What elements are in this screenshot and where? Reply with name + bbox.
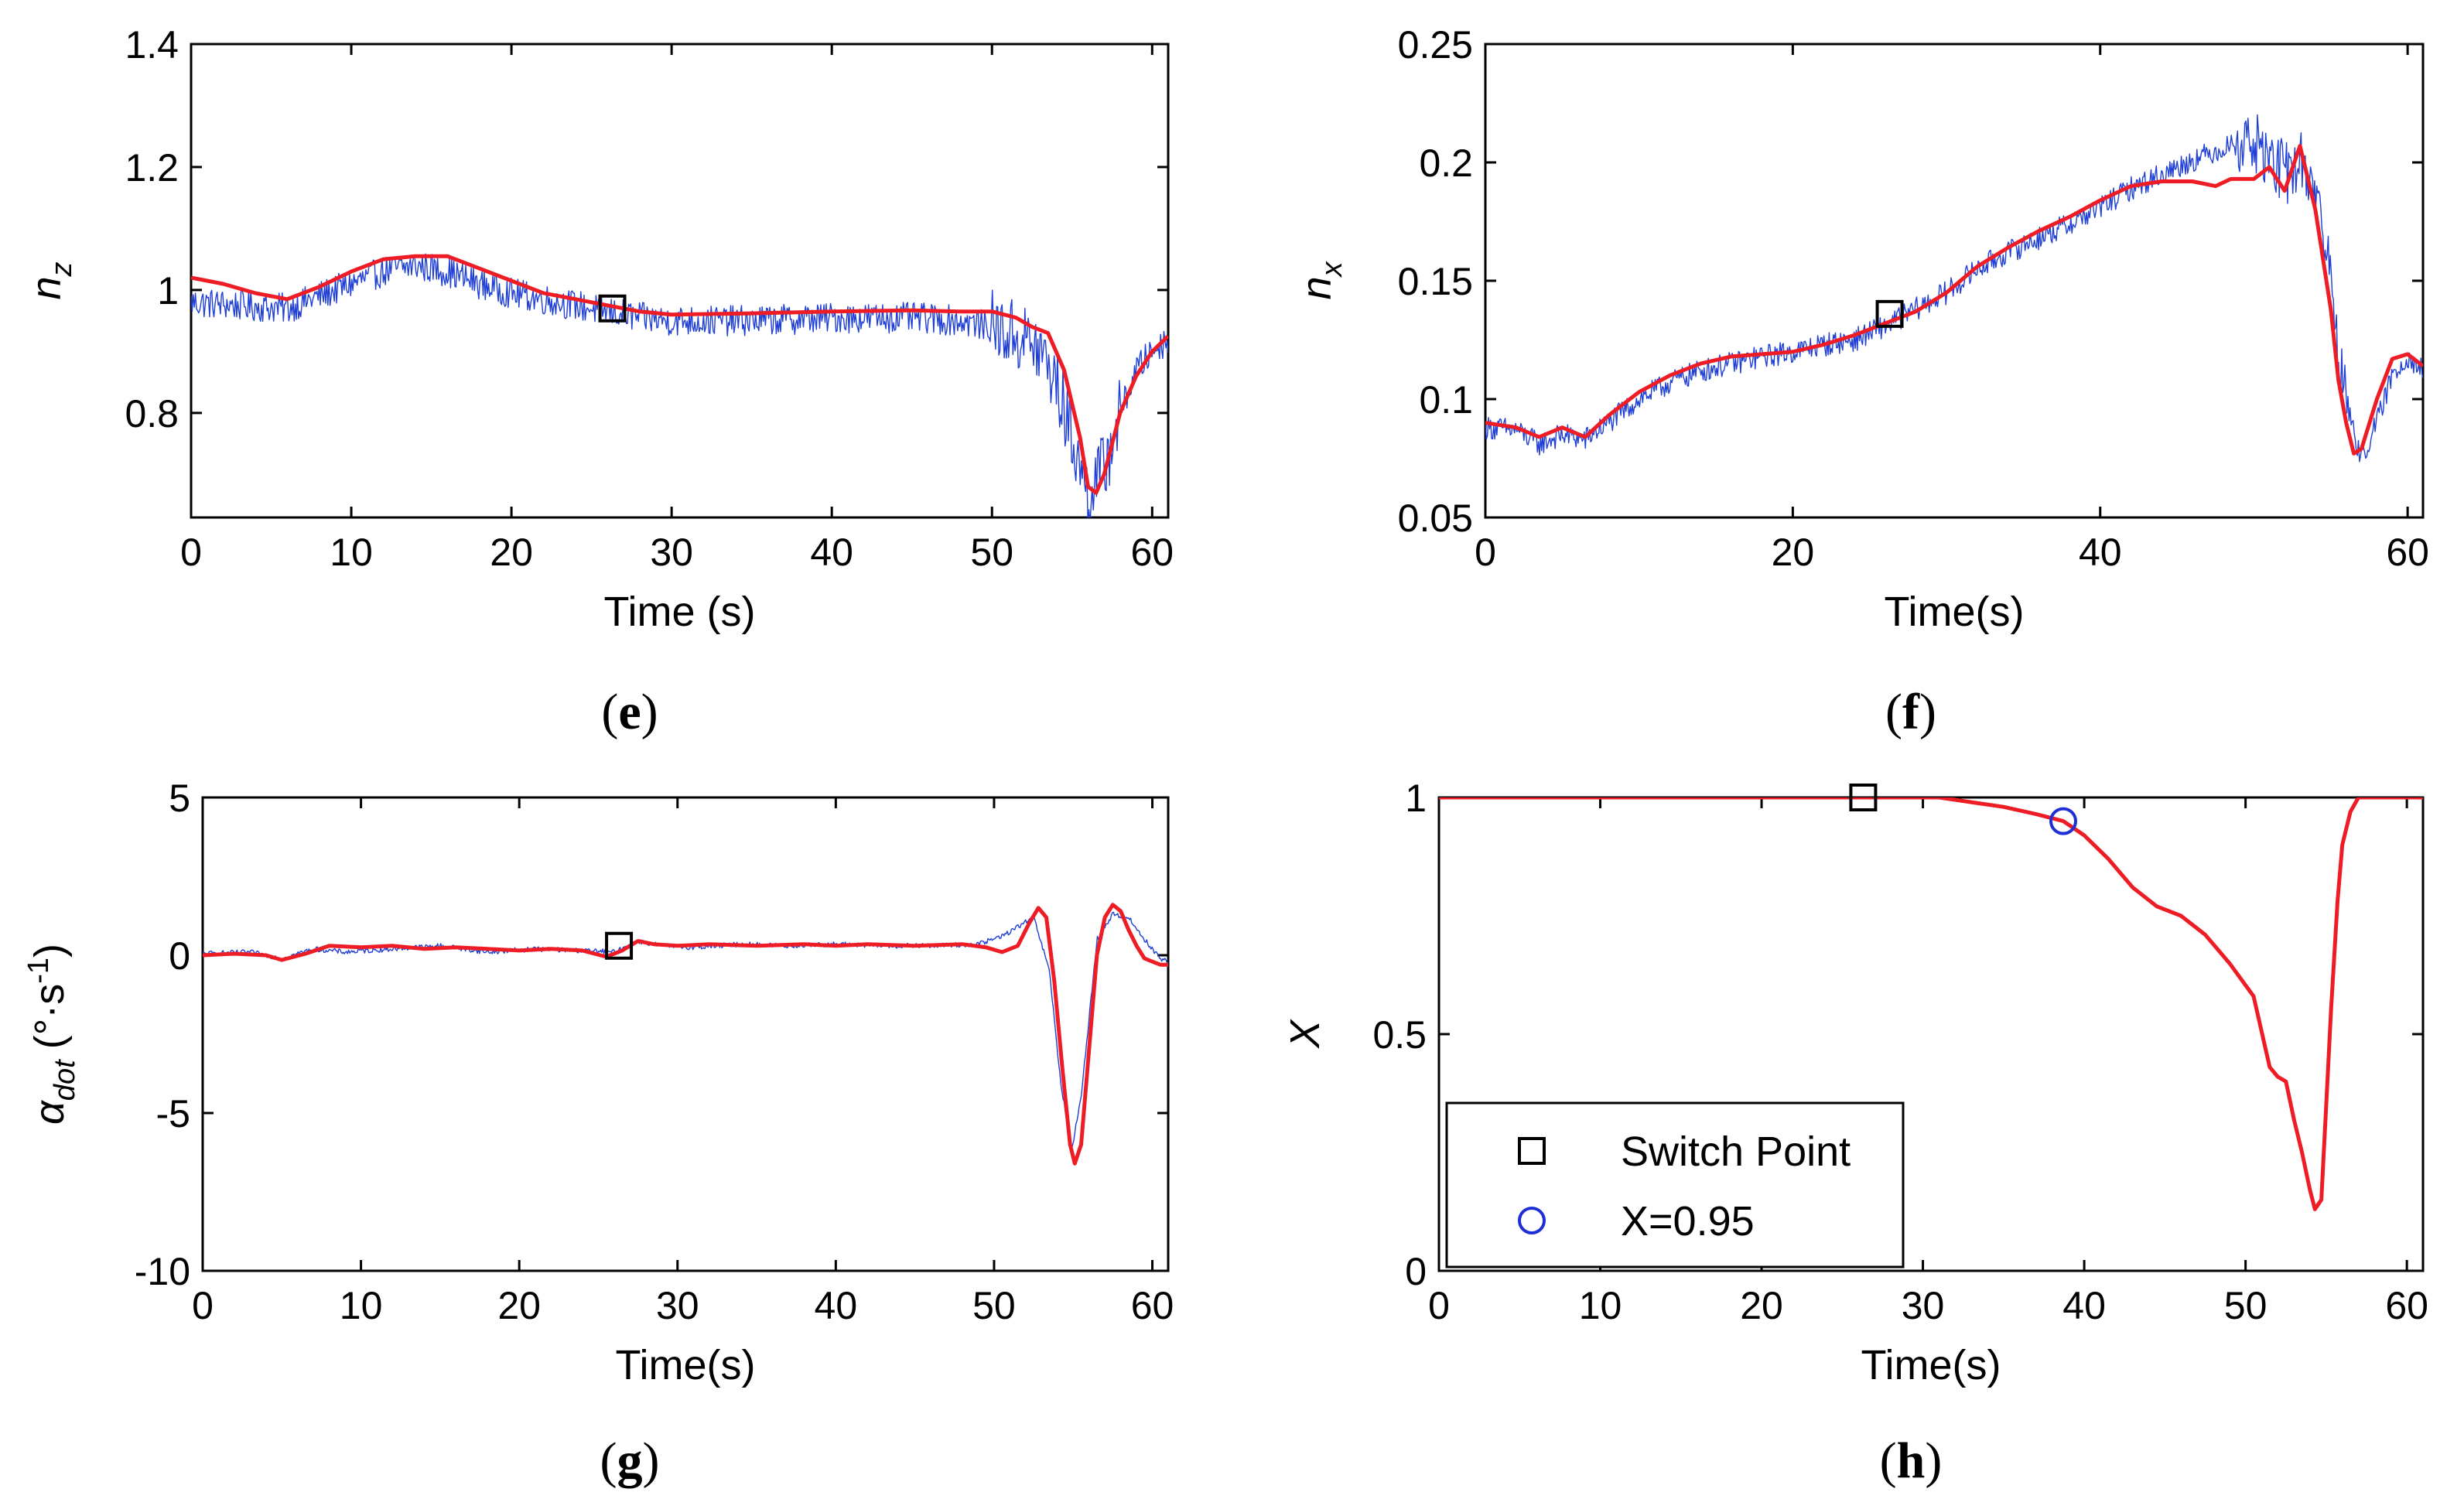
- y-tick-label: 0.05: [1398, 497, 1473, 540]
- legend-circle-icon: [1518, 1207, 1546, 1234]
- x-axis-label: Time(s): [616, 1342, 756, 1388]
- legend-entry-label: X=0.95: [1621, 1198, 1755, 1245]
- x-tick-label: 20: [1772, 531, 1815, 574]
- x-tick-label: 60: [1131, 1284, 1174, 1327]
- y-tick-label: 0: [169, 934, 190, 978]
- chart-f: 0 20 40 60 0.05 0.1 0.15 0.2 0.25 Time(s) nx (f): [1294, 23, 2429, 740]
- y-tick-label: 0.5: [1372, 1013, 1427, 1057]
- x-tick-label: 40: [2079, 531, 2122, 574]
- series-filtered: [203, 903, 1168, 1166]
- axes-frame: [201, 796, 1170, 1272]
- switch-point-marker: [605, 931, 634, 960]
- y-tick-label: 1.2: [125, 146, 179, 190]
- y-tick-label: 0.2: [1419, 142, 1473, 185]
- legend-box: [1445, 1101, 1905, 1269]
- y-tick-label: 0.8: [125, 392, 179, 435]
- switch-point-marker: [1849, 784, 1878, 811]
- y-tick-label: 0.25: [1398, 23, 1473, 67]
- y-tick-label: -10: [135, 1250, 190, 1293]
- legend: Switch Point X=0.95: [1445, 1101, 1905, 1269]
- y-tick-label: 0.15: [1398, 260, 1473, 303]
- panel-label: (e): [601, 684, 658, 740]
- x095-marker: [2049, 807, 2077, 835]
- panel-label: (g): [600, 1432, 660, 1489]
- y-tick-label: 0.1: [1419, 378, 1473, 422]
- x-tick-label: 40: [2062, 1284, 2106, 1327]
- x-tick-label: 0: [192, 1284, 214, 1327]
- x-tick-label: 50: [2224, 1284, 2267, 1327]
- axes-frame: [190, 43, 1170, 519]
- series-measured: [191, 253, 1168, 517]
- x-axis-label: Time (s): [604, 589, 756, 635]
- chart-h: 0 10 20 30 40 50 60 0 0.5 1 Time(s) X Switch Point X=…: [1282, 777, 2428, 1489]
- chart-e: 0 10 20 30 40 50 60 0.8 1 1.2 1.4 Time (s) nz (e): [23, 23, 1174, 740]
- x-tick-label: 30: [656, 1284, 699, 1327]
- x-tick-label: 30: [1902, 1284, 1945, 1327]
- panel-label: (h): [1880, 1432, 1943, 1489]
- x-axis-label: Time(s): [1885, 589, 2025, 635]
- x-tick-label: 0: [1428, 1284, 1450, 1327]
- x-tick-label: 60: [1130, 531, 1174, 574]
- x-tick-label: 20: [497, 1284, 541, 1327]
- x-tick-label: 60: [2386, 531, 2429, 574]
- switch-point-marker: [1875, 299, 1904, 328]
- series-filtered: [1485, 144, 2423, 456]
- x-axis-label: Time(s): [1861, 1342, 2001, 1388]
- x-tick-label: 0: [180, 531, 202, 574]
- legend-square-icon: [1518, 1137, 1546, 1165]
- y-tick-label: 0: [1405, 1250, 1427, 1293]
- switch-point-marker: [598, 294, 627, 323]
- x-tick-label: 0: [1475, 531, 1496, 574]
- y-tick-label: 1: [157, 269, 179, 312]
- x-tick-label: 30: [650, 531, 693, 574]
- x-tick-label: 20: [490, 531, 533, 574]
- axes-frame: [1484, 43, 2425, 519]
- x-tick-label: 50: [972, 1284, 1016, 1327]
- x-tick-label: 50: [970, 531, 1013, 574]
- x-tick-label: 40: [810, 531, 853, 574]
- chart-g: 0 10 20 30 40 50 60 -10 -5 0 5 Time(s) αdot(°·s-1) (g…: [22, 777, 1174, 1489]
- y-axis-label: nx: [1294, 260, 1348, 299]
- series-filtered: [1439, 797, 2423, 1211]
- y-axis-label: αdot(°·s-1): [22, 944, 81, 1125]
- series-filtered: [191, 254, 1168, 495]
- x-tick-label: 20: [1740, 1284, 1783, 1327]
- y-tick-label: 1: [1405, 777, 1427, 820]
- y-tick-label: 5: [169, 777, 190, 820]
- y-axis-label: X: [1282, 1019, 1328, 1050]
- x-tick-label: 60: [2385, 1284, 2428, 1327]
- y-tick-label: 1.4: [125, 23, 179, 67]
- legend-entry-label: Switch Point: [1621, 1129, 1851, 1175]
- y-axis-label: nz: [23, 261, 78, 299]
- x-tick-label: 10: [1579, 1284, 1622, 1327]
- x-tick-label: 40: [815, 1284, 858, 1327]
- y-tick-label: -5: [156, 1092, 190, 1135]
- x-tick-label: 10: [330, 531, 373, 574]
- panel-label: (f): [1885, 684, 1936, 740]
- x-tick-label: 10: [340, 1284, 383, 1327]
